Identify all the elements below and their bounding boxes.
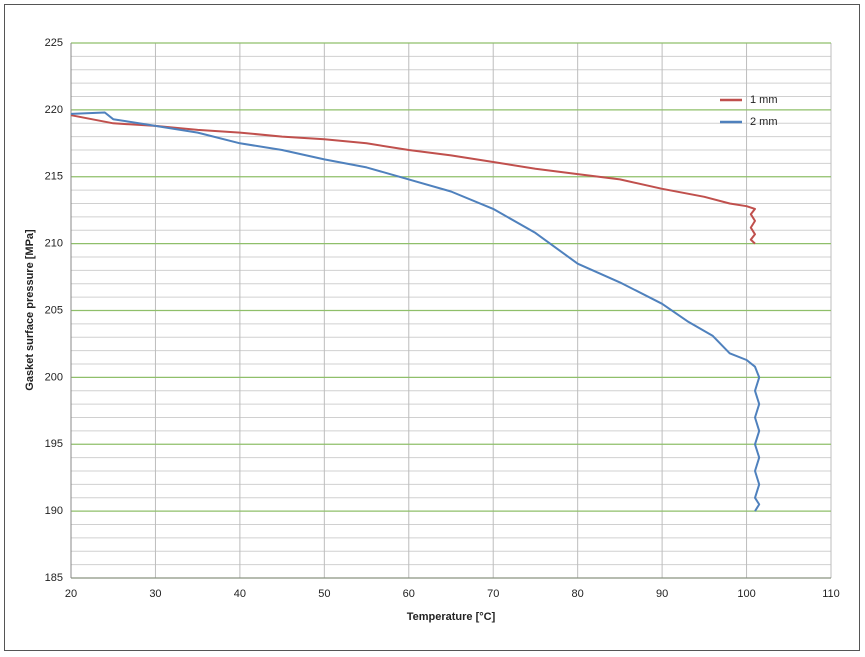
x-tick-label: 80 bbox=[572, 588, 584, 600]
x-axis-label: Temperature [°C] bbox=[407, 611, 496, 623]
x-tick-label: 50 bbox=[318, 588, 330, 600]
y-tick-label: 215 bbox=[45, 171, 63, 183]
x-tick-label: 70 bbox=[487, 588, 499, 600]
y-tick-label: 205 bbox=[45, 304, 63, 316]
y-tick-label: 195 bbox=[45, 438, 63, 450]
x-tick-label: 100 bbox=[737, 588, 755, 600]
data-line bbox=[70, 114, 756, 245]
legend-label: 2 mm bbox=[750, 116, 778, 128]
y-tick-label: 190 bbox=[45, 505, 63, 517]
frame bbox=[4, 4, 860, 651]
data-line bbox=[70, 111, 761, 512]
y-tick-label: 220 bbox=[45, 104, 63, 116]
y-axis-label: Gasket surface pressure [MPa] bbox=[24, 229, 36, 391]
x-tick-label: 20 bbox=[65, 588, 77, 600]
y-tick-label: 225 bbox=[45, 37, 63, 49]
x-tick-label: 90 bbox=[656, 588, 668, 600]
y-tick-label: 185 bbox=[45, 572, 63, 584]
x-tick-label: 30 bbox=[149, 588, 161, 600]
y-tick-label: 210 bbox=[45, 238, 63, 250]
x-tick-label: 110 bbox=[822, 588, 840, 600]
legend-label: 1 mm bbox=[750, 94, 778, 106]
x-tick-label: 40 bbox=[234, 588, 246, 600]
x-tick-label: 60 bbox=[403, 588, 415, 600]
y-tick-label: 200 bbox=[45, 371, 63, 383]
